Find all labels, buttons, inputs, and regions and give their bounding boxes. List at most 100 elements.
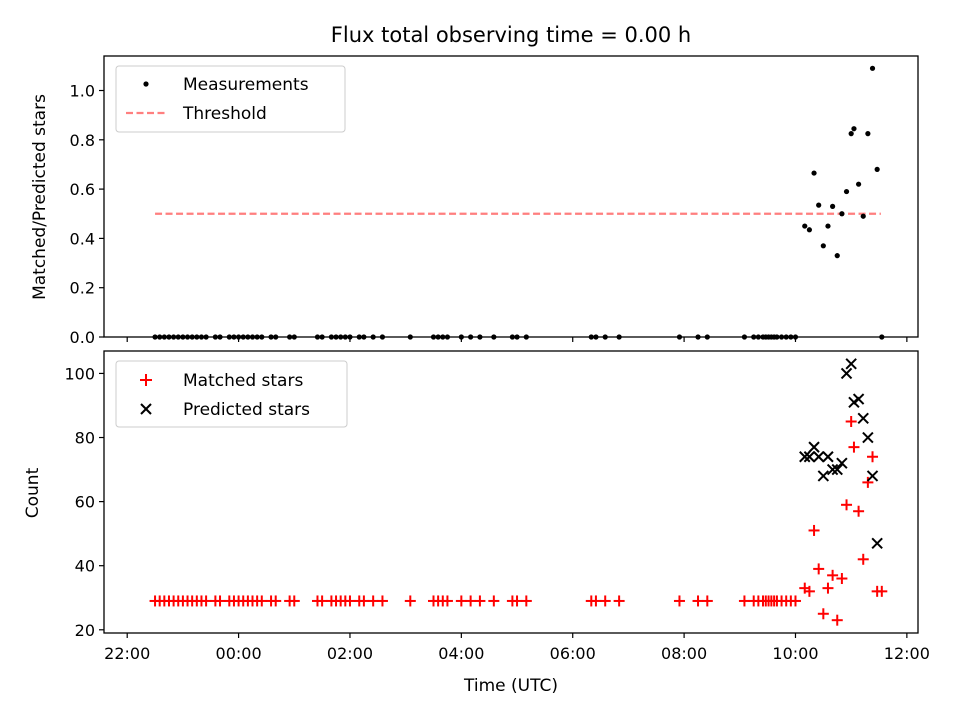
chart-title: Flux total observing time = 0.00 h	[331, 23, 691, 47]
matched-star-point	[853, 505, 865, 517]
matched-star-point	[520, 595, 532, 607]
predicted-star-stroke-b	[799, 451, 811, 463]
measurement-point	[593, 334, 599, 340]
top-y-tick-label: 0.6	[70, 180, 95, 199]
measurement-point	[820, 243, 826, 249]
measurement-point	[175, 334, 181, 340]
predicted-star-point	[857, 412, 869, 425]
bottom-marks	[149, 358, 888, 626]
predicted-star-stroke-b	[857, 412, 869, 425]
predicted-star-point	[799, 451, 811, 463]
predicted-star-point	[866, 470, 879, 482]
measurement-point	[240, 334, 246, 340]
measurement-point	[268, 334, 274, 340]
predicted-star-point	[808, 441, 820, 453]
legend-predicted-label: Predicted stars	[183, 400, 310, 420]
measurement-point	[189, 334, 195, 340]
measurement-point	[788, 334, 794, 340]
bottom-y-tick-label: 100	[64, 364, 95, 383]
measurement-point	[287, 334, 293, 340]
matched-star-point	[488, 595, 500, 607]
measurement-point	[319, 334, 325, 340]
top-y-tick-label: 0.8	[70, 131, 95, 150]
matched-star-point	[822, 582, 834, 594]
predicted-star-stroke-b	[826, 463, 839, 476]
predicted-star-point	[836, 457, 848, 469]
measurement-point	[198, 334, 205, 340]
measurement-point	[774, 334, 780, 340]
measurement-point	[834, 253, 840, 259]
top-legend: Measurements Threshold	[115, 65, 346, 133]
measurement-point	[370, 334, 376, 340]
measurement-point	[161, 334, 167, 340]
measurement-point	[430, 334, 437, 340]
measurement-point	[379, 334, 386, 340]
matched-star-point	[455, 595, 467, 607]
measurement-point	[806, 227, 813, 233]
bottom-plot-frame	[103, 350, 919, 634]
legend-measurements-marker	[143, 81, 149, 87]
top-y-tick-label: 0.0	[70, 328, 95, 347]
matched-star-point	[367, 595, 379, 607]
matched-star-point	[867, 451, 879, 463]
measurement-point	[792, 334, 799, 340]
matched-star-point	[789, 595, 801, 607]
measurement-point	[347, 334, 353, 340]
measurement-point	[180, 334, 186, 340]
measurement-point	[704, 334, 710, 340]
measurement-point	[245, 334, 251, 340]
measurement-point	[514, 334, 520, 340]
measurement-point	[523, 334, 529, 340]
measurement-point	[356, 334, 362, 340]
measurement-point	[811, 170, 817, 176]
measurement-point	[879, 334, 885, 340]
predicted-star-stroke-b	[862, 431, 874, 444]
measurement-point	[816, 202, 822, 208]
matched-star-point	[613, 595, 625, 607]
measurement-point	[440, 334, 446, 340]
bottom-y-tick-label: 60	[75, 493, 95, 512]
predicted-star-stroke-b	[845, 358, 857, 370]
measurement-point	[157, 334, 163, 340]
measurement-point	[851, 126, 857, 132]
measurement-point	[477, 334, 483, 340]
matched-star-point	[836, 573, 848, 585]
measurement-point	[328, 334, 335, 340]
measurement-point	[869, 65, 876, 71]
measurement-point	[314, 334, 321, 340]
measurement-point	[778, 334, 785, 340]
measurement-point	[865, 131, 871, 137]
legend-threshold-label: Threshold	[182, 104, 267, 124]
measurement-point	[231, 334, 237, 340]
measurement-point	[843, 188, 850, 195]
measurement-point	[235, 334, 242, 340]
measurement-point	[361, 334, 367, 340]
measurement-point	[695, 334, 701, 340]
matched-star-point	[465, 595, 477, 607]
bottom-y-axis-label: Count	[23, 467, 43, 518]
measurement-point	[226, 334, 232, 340]
predicted-star-stroke-b	[871, 537, 883, 549]
predicted-star-point	[840, 367, 853, 380]
bottom-axes: Count Time (UTC) 20 40 60 80 100 22:00 00:00 0…	[23, 350, 930, 696]
matched-star-point	[738, 595, 750, 607]
predicted-star-point	[845, 358, 857, 370]
bottom-legend: Matched stars Predicted stars	[115, 360, 348, 428]
top-axes: Flux total observing time = 0.00 h Match…	[30, 23, 919, 347]
matched-star-point	[270, 595, 282, 607]
predicted-star-point	[831, 463, 843, 476]
matched-star-point	[511, 595, 523, 607]
x-tick-label: 22:00	[104, 644, 150, 663]
matched-star-point	[876, 585, 888, 597]
measurement-point	[444, 334, 451, 340]
matched-star-point	[701, 595, 713, 607]
x-tick-label: 02:00	[327, 644, 373, 663]
measurement-point	[407, 334, 413, 340]
measurement-point	[435, 334, 441, 340]
measurement-point	[839, 211, 845, 217]
predicted-star-stroke-b	[840, 367, 853, 380]
x-tick-label: 12:00	[884, 644, 930, 663]
matched-star-point	[599, 595, 611, 607]
measurement-point	[602, 334, 608, 340]
legend-measurements-label: Measurements	[183, 75, 309, 95]
